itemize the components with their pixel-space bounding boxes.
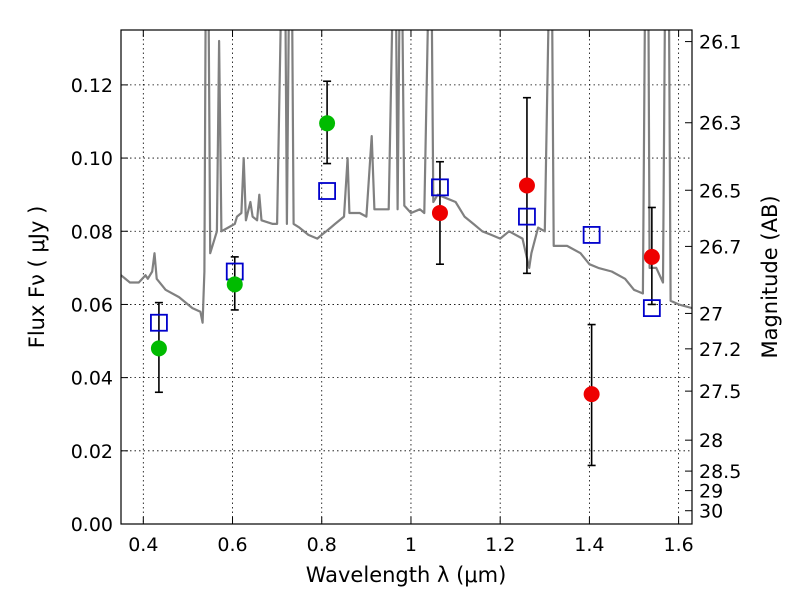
nir-data-point xyxy=(431,204,448,221)
magnitude-tick-label: 29 xyxy=(699,481,723,503)
optical-data-point xyxy=(319,115,336,132)
template-spectrum-line xyxy=(121,30,692,324)
magnitude-tick-label: 26.1 xyxy=(699,32,741,54)
magnitude-tick-label: 27 xyxy=(699,303,723,325)
magnitude-tick-label: 28 xyxy=(699,430,723,452)
model-point xyxy=(582,226,601,244)
model-point xyxy=(431,178,449,197)
model-points-layer xyxy=(150,178,661,332)
magnitude-tick-label: 26.7 xyxy=(699,236,741,258)
x-tick-labels: 0.4 0.6 0.8 1 1.2 1.4 1.6 xyxy=(128,534,694,556)
x-tick-label: 0.8 xyxy=(307,534,337,556)
y-tick-label: 0.06 xyxy=(71,294,113,316)
nir-data-point xyxy=(643,248,660,265)
magnitude-tick-label: 30 xyxy=(699,501,723,523)
y2-axis-label: Magnitude (AB) xyxy=(758,195,782,358)
nir-data-point xyxy=(518,177,535,194)
x-tick-label: 1.4 xyxy=(574,534,604,556)
y-tick-label: 0.04 xyxy=(71,368,113,390)
ticks xyxy=(121,30,692,525)
y-tick-label: 0.00 xyxy=(71,514,113,536)
x-tick-label: 1.2 xyxy=(485,534,515,556)
magnitude-tick-label: 26.3 xyxy=(699,113,741,135)
template-spectrum-layer xyxy=(121,30,692,324)
x-tick-label: 0.6 xyxy=(217,534,247,556)
model-point xyxy=(518,207,536,226)
y-tick-label: 0.12 xyxy=(71,75,113,97)
optical-data-point xyxy=(150,340,167,357)
y-tick-label: 0.08 xyxy=(71,221,113,243)
x-tick-label: 1 xyxy=(405,534,417,556)
nir-data-point xyxy=(583,386,600,403)
x-tick-label: 0.4 xyxy=(128,534,158,556)
y-tick-label: 0.10 xyxy=(71,148,113,170)
plot-frame xyxy=(120,29,693,525)
x-axis-label: Wavelength λ (μm) xyxy=(306,563,507,587)
magnitude-tick-label: 27.2 xyxy=(699,339,741,361)
x-tick-label: 1.6 xyxy=(664,534,694,556)
model-point xyxy=(642,299,661,318)
observed-points-layer xyxy=(150,115,660,403)
magnitude-tick-label: 28.5 xyxy=(699,461,741,483)
y-axis-label: Flux Fν ( μJy ) xyxy=(25,206,49,349)
model-point xyxy=(318,182,336,200)
optical-data-point xyxy=(226,276,243,293)
y-tick-label: 0.02 xyxy=(71,441,113,463)
magnitude-tick-label: 27.5 xyxy=(699,381,741,403)
y-tick-labels: 0.00 0.02 0.04 0.06 0.08 0.10 0.12 xyxy=(71,75,113,536)
magnitude-tick-label: 26.5 xyxy=(699,180,741,202)
model-point xyxy=(150,313,168,332)
